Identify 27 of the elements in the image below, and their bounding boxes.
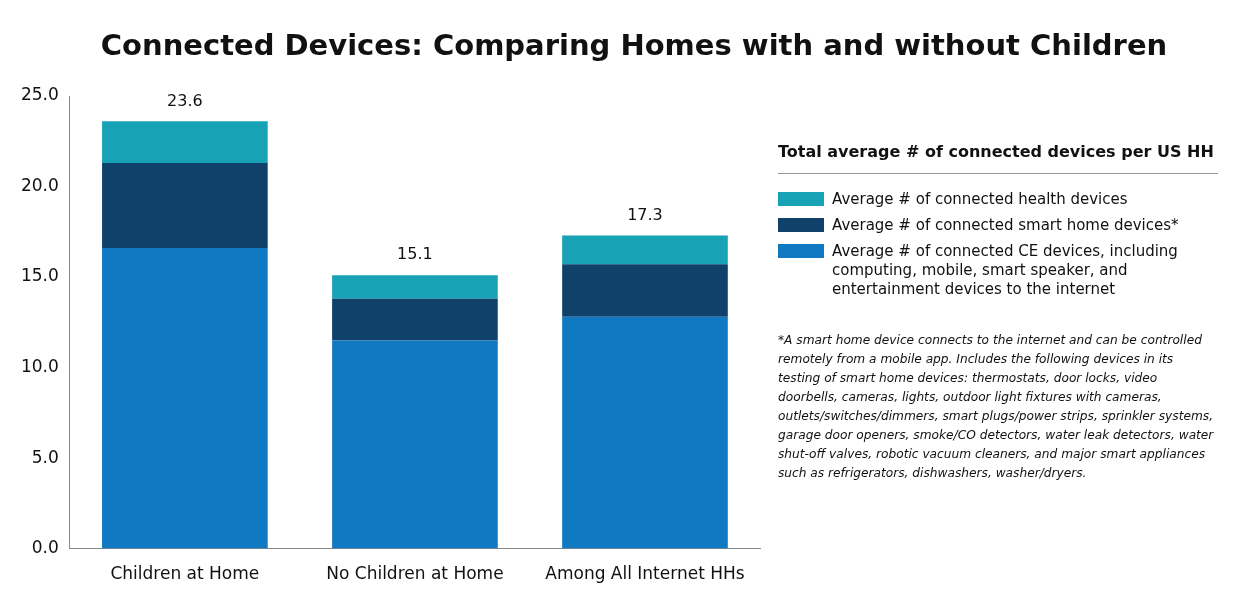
y-tick-label: 10.0 xyxy=(20,355,59,376)
bar xyxy=(332,298,498,341)
text: *A smart home device connects to the internet and can be controlled remotely from a mobile app. Includes the following devices in its testing of smart home devices: thermostats, door locks, video doorbells, cameras, lights, outdoor light fixtures with cameras, outlets/switches/dimmers, smart plugs/power strips, sprinkler systems, garage door openers, smoke/CO detectors, water leak detectors, water shut-off valves, robotic vacuum cleaners, and major smart appliances such as refrigerators, dishwashers, washer/dryers. xyxy=(778,332,1215,482)
y-tick-label: 25.0 xyxy=(20,84,59,105)
legend-label: Average # of connected CE devices, including computing, mobile, smart speaker, and entertainment devices to the internet xyxy=(832,242,1179,299)
chart-title: Connected Devices: Comparing Homes with and without Children xyxy=(99,28,1169,62)
legend-label: Average # of connected health devices xyxy=(832,190,1128,209)
legend-title: Total average # of connected devices per US HH xyxy=(778,142,1218,174)
y-tick-label: 20.0 xyxy=(20,174,59,195)
y-tick-label: 5.0 xyxy=(31,446,59,467)
y-tick-label: 15.0 xyxy=(20,265,59,286)
total-label: 23.6 xyxy=(167,90,203,110)
bar xyxy=(562,264,728,317)
bar xyxy=(332,275,498,299)
bar xyxy=(102,162,268,249)
bar xyxy=(332,340,498,549)
legend-label: Average # of connected smart home devices* xyxy=(832,216,1179,235)
bar xyxy=(102,248,268,549)
bar xyxy=(562,316,728,549)
x-tick-label: Children at Home xyxy=(110,563,260,584)
y-tick-label: 0.0 xyxy=(31,537,59,558)
total-label: 15.1 xyxy=(397,244,433,264)
bar xyxy=(562,235,728,265)
bar xyxy=(102,121,268,163)
x-tick-label: No Children at Home xyxy=(326,563,504,584)
x-tick-label: Among All Internet HHs xyxy=(545,563,745,584)
total-label: 17.3 xyxy=(627,204,663,224)
